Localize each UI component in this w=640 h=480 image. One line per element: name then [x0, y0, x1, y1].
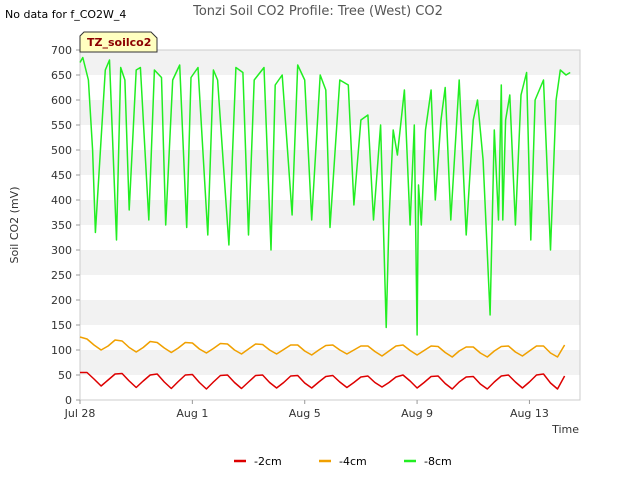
y-tick-label: 250 [51, 269, 72, 282]
x-axis-label: Time [551, 423, 579, 436]
y-tick-label: 350 [51, 219, 72, 232]
y-tick-label: 600 [51, 94, 72, 107]
y-tick-label: 50 [58, 369, 72, 382]
legend-label: -4cm [339, 455, 367, 468]
legend-label: -8cm [424, 455, 452, 468]
y-tick-label: 650 [51, 69, 72, 82]
y-tick-label: 700 [51, 44, 72, 57]
y-tick-label: 500 [51, 144, 72, 157]
nodata-note: No data for f_CO2W_4 [5, 8, 126, 21]
y-tick-label: 0 [65, 394, 72, 407]
y-tick-label: 150 [51, 319, 72, 332]
series-lines [79, 56, 571, 390]
series-line-minus-8cm [79, 56, 571, 336]
y-tick-label: 200 [51, 294, 72, 307]
x-tick-label: Aug 9 [401, 407, 433, 420]
series-line-minus-2cm [80, 371, 566, 390]
grid-band [80, 50, 580, 75]
y-tick-label: 100 [51, 344, 72, 357]
x-axis-ticks: Jul 28 Aug 1 Aug 5 Aug 9 Aug 13 [64, 400, 549, 420]
grid-band [80, 350, 580, 375]
site-badge: TZ_soilco2 [79, 31, 158, 53]
x-tick-label: Aug 1 [176, 407, 208, 420]
site-badge-label: TZ_soilco2 [87, 36, 151, 49]
grid-band [80, 300, 580, 325]
grid-band [80, 250, 580, 275]
site-badge-box [79, 31, 158, 53]
y-axis-ticks: 0 50 100 150 200 250 300 350 400 450 500 550 600 650 7… [51, 44, 80, 407]
legend: -2cm -4cm -8cm [234, 455, 452, 468]
x-tick-label: Aug 5 [289, 407, 321, 420]
y-tick-label: 550 [51, 119, 72, 132]
series-line-minus-4cm [79, 336, 566, 358]
y-tick-label: 300 [51, 244, 72, 257]
legend-label: -2cm [254, 455, 282, 468]
y-axis-label: Soil CO2 (mV) [8, 187, 21, 264]
x-tick-label: Aug 13 [510, 407, 549, 420]
y-tick-label: 450 [51, 169, 72, 182]
x-tick-label: Jul 28 [64, 407, 96, 420]
y-tick-label: 400 [51, 194, 72, 207]
chart-title: Tonzi Soil CO2 Profile: Tree (West) CO2 [192, 4, 443, 19]
